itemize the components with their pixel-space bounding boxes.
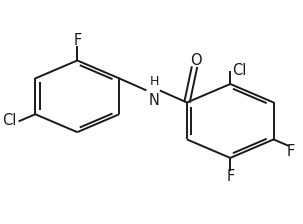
Text: N: N — [148, 93, 159, 108]
Text: F: F — [226, 169, 235, 184]
Text: O: O — [190, 53, 202, 68]
Text: F: F — [73, 33, 82, 48]
Text: F: F — [287, 144, 295, 159]
Text: H: H — [149, 75, 159, 88]
Text: Cl: Cl — [232, 63, 246, 78]
Text: Cl: Cl — [2, 114, 16, 128]
